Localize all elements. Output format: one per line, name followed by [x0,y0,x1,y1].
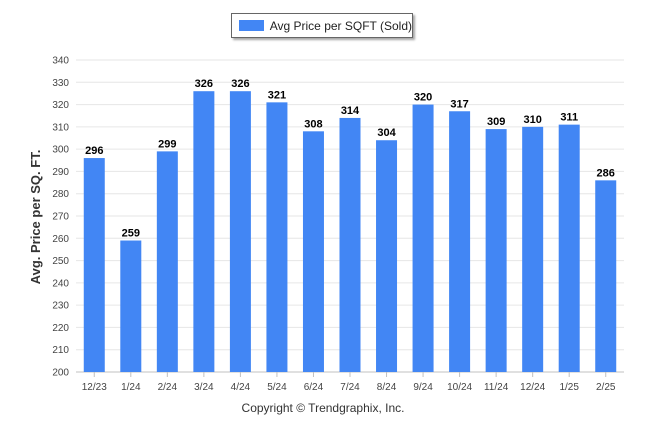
bar-11-24[interactable] [485,129,507,372]
bar-2-25[interactable] [595,180,617,372]
data-label: 308 [304,118,322,130]
data-label: 286 [597,167,615,179]
x-tick-label: 10/24 [447,382,472,393]
y-tick-label: 320 [52,100,69,111]
x-tick-label: 12/24 [520,382,545,393]
x-tick-label: 7/24 [340,382,360,393]
bar-7-24[interactable] [339,117,361,372]
y-tick-label: 220 [52,323,69,334]
x-tick-label: 2/24 [158,382,178,393]
y-axis-ticks: 200 210 220 230 240 250 260 270 280 290 300 310 320 3… [52,56,69,379]
bar-12-23[interactable] [83,158,105,372]
y-tick-label: 330 [52,78,69,89]
bars [83,91,617,373]
bar-3-24[interactable] [193,91,215,372]
data-label: 317 [450,98,468,110]
data-label: 321 [268,89,286,101]
x-tick-label: 11/24 [484,382,509,393]
y-tick-label: 310 [52,122,69,133]
y-axis-label: Avg. Price per SQ. FT. [28,150,43,285]
x-tick-label: 4/24 [231,382,251,393]
data-label: 259 [122,228,140,240]
y-tick-label: 340 [52,56,69,67]
x-tick-label: 6/24 [304,382,324,393]
bar-5-24[interactable] [266,102,288,372]
legend[interactable]: Avg Price per SQFT (Sold) [231,13,413,38]
x-tick-label: 3/24 [194,382,214,393]
data-label: 314 [341,105,360,117]
x-tick-label: 2/25 [596,382,616,393]
bar-1-25[interactable] [558,124,580,372]
bar-8-24[interactable] [376,140,398,372]
data-label: 326 [231,78,249,90]
data-label: 320 [414,92,432,104]
data-label: 326 [195,78,213,90]
bar-2-24[interactable] [156,151,178,372]
y-tick-label: 260 [52,234,69,245]
data-label: 311 [560,112,578,124]
bar-1-24[interactable] [120,240,142,372]
bar-4-24[interactable] [229,91,251,372]
bar-9-24[interactable] [412,104,434,373]
data-label: 304 [377,127,396,139]
bar-12-24[interactable] [522,126,544,372]
data-labels: 296 259 299 326 326 321 308 314 304 320 317 309 310 3… [85,78,615,239]
y-tick-label: 280 [52,189,69,200]
y-tick-label: 240 [52,278,69,289]
data-label: 310 [523,114,541,126]
x-tick-label: 8/24 [377,382,397,393]
copyright-text: Copyright © Trendgraphix, Inc. [241,401,405,415]
y-tick-label: 210 [52,345,69,356]
x-tick-label: 9/24 [413,382,433,393]
y-tick-label: 230 [52,301,69,312]
bar-6-24[interactable] [302,131,324,372]
data-label: 299 [158,138,176,150]
x-tick-label: 5/24 [267,382,287,393]
y-tick-label: 300 [52,145,69,156]
y-tick-label: 270 [52,212,69,223]
legend-swatch [239,20,264,31]
data-label: 309 [487,116,505,128]
y-tick-label: 200 [52,368,69,379]
x-tick-label: 12/23 [82,382,107,393]
legend-label: Avg Price per SQFT (Sold) [269,18,412,33]
x-tick-label: 1/24 [121,382,141,393]
x-tick-label: 1/25 [559,382,579,393]
data-label: 296 [85,145,103,157]
x-axis-ticks: 12/23 1/24 2/24 3/24 4/24 5/24 6/24 7/24 8/24 9/2… [82,372,616,393]
y-tick-label: 250 [52,256,69,267]
y-tick-label: 290 [52,167,69,178]
bar-10-24[interactable] [449,111,471,372]
